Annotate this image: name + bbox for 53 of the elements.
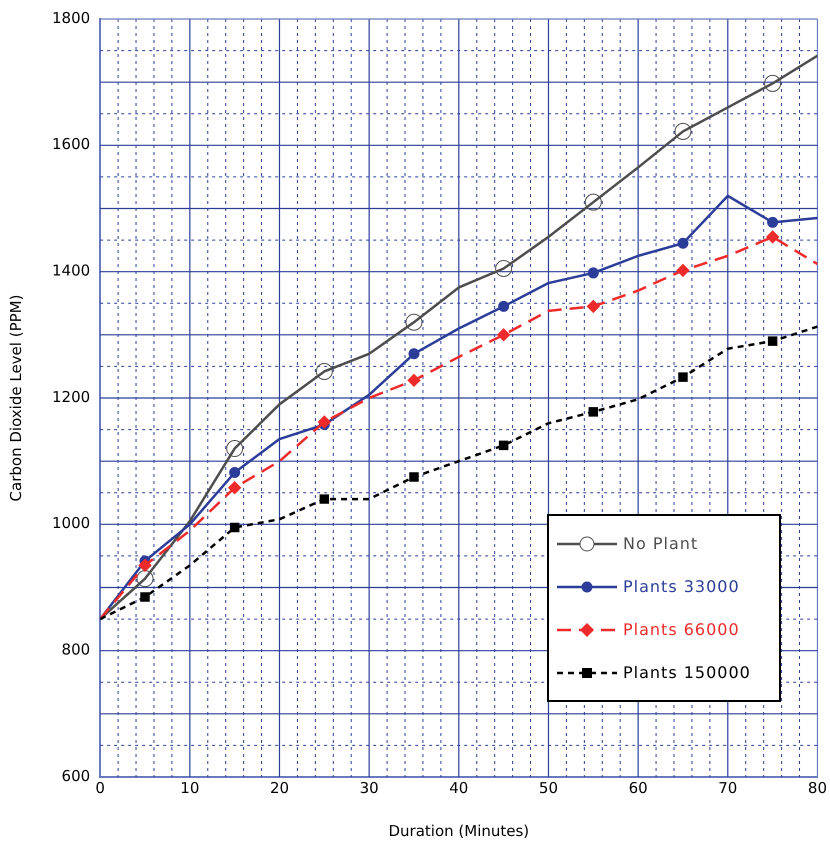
x-tick-label: 50 [538,778,558,797]
x-tick-label: 60 [628,778,648,797]
point [407,374,420,387]
legend-label: Plants 33000 [623,577,740,596]
line-series [100,325,818,620]
point [676,264,690,277]
y-tick-label: 1400 [52,262,90,280]
y-axis-title: Carbon Dioxide Level (PPM) [6,294,25,502]
point [497,328,510,342]
point [498,300,510,312]
y-tick-label: 1800 [52,8,90,27]
point [495,260,512,278]
point [316,362,333,380]
point [768,336,778,346]
point [674,122,692,140]
legend-label: Plants 66000 [623,620,740,639]
y-tick-label: 1000 [52,514,90,532]
x-tick-label: 70 [718,778,738,797]
x-tick-label: 0 [95,778,105,797]
point [136,570,154,588]
point [764,74,782,92]
point [678,372,688,382]
y-tick-label: 600 [62,766,90,785]
point [320,494,330,504]
point [140,592,150,602]
point [588,407,598,417]
y-tick-label: 1600 [52,135,90,154]
x-tick-label: 10 [180,778,200,797]
point [766,230,780,244]
point [586,300,600,313]
x-axis-title: Duration (Minutes) [388,822,530,840]
x-tick-label: 80 [808,778,828,797]
point [588,267,599,278]
x-tick-label: 40 [449,778,468,797]
point [409,472,419,482]
legend-label: No Plant [623,534,698,553]
legend-label: Plants 150000 [623,663,751,682]
point [498,440,508,450]
point [138,558,152,572]
point [228,481,242,494]
x-tick-label: 30 [360,778,379,797]
point [229,467,240,478]
y-tick-label: 1200 [52,388,90,406]
point [405,314,422,331]
x-tick-label: 20 [270,778,290,797]
y-tick-label: 800 [62,640,90,659]
point [226,440,244,458]
point [318,416,331,429]
point [408,348,420,360]
point [767,216,778,228]
point [584,194,602,211]
point [230,522,240,532]
point [677,238,688,249]
